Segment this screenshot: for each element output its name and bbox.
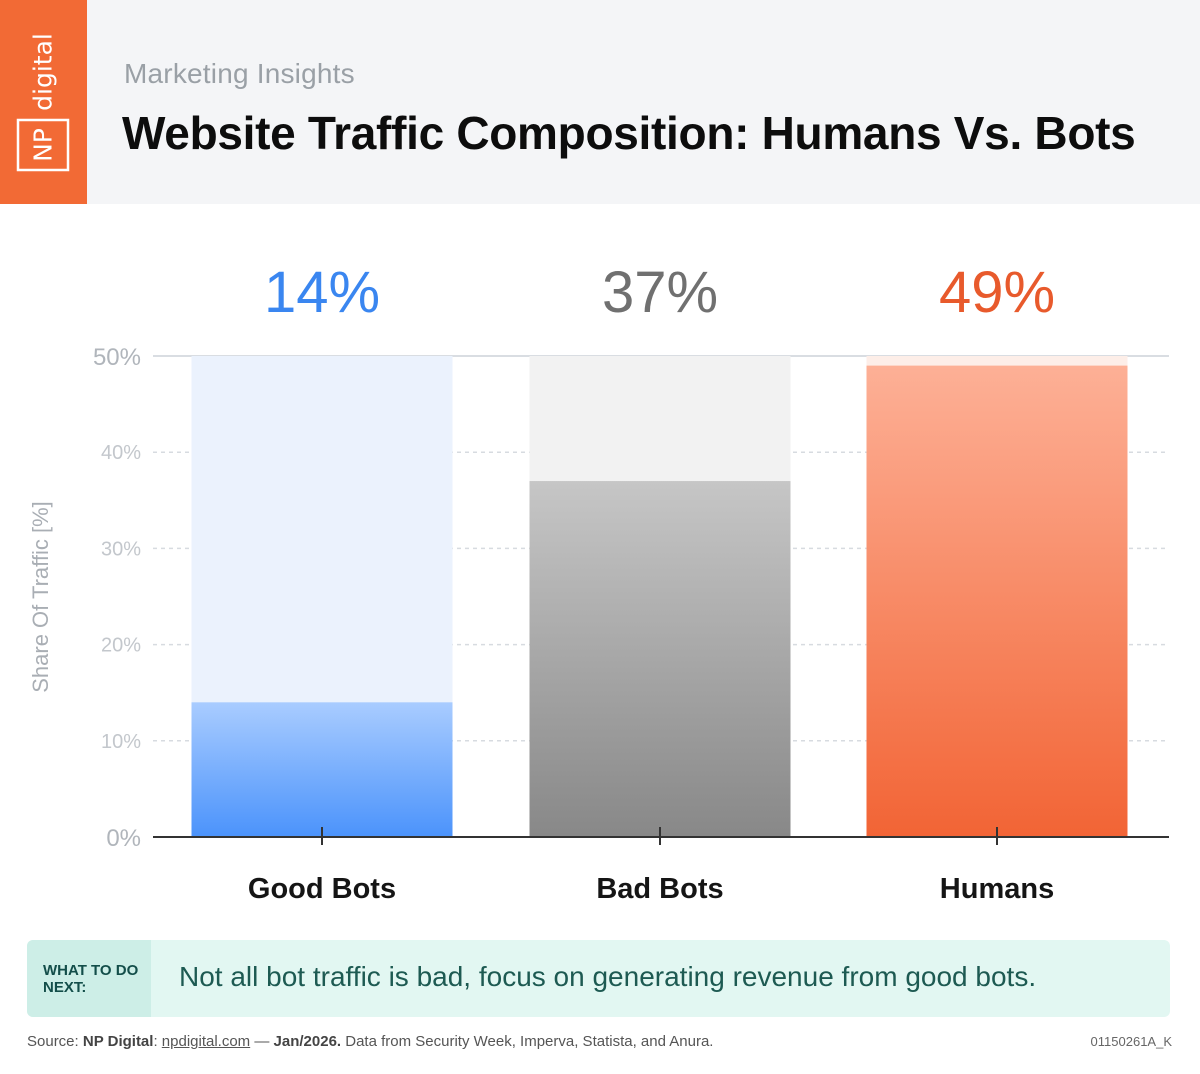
source-rest: Data from Security Week, Imperva, Statis…: [341, 1033, 714, 1050]
bar: [191, 702, 453, 837]
callout: WHAT TO DO NEXT: Not all bot traffic is …: [27, 940, 1170, 1017]
source-sep-2: —: [250, 1033, 274, 1050]
source-prefix: Source:: [27, 1033, 83, 1050]
np-digital-logo: NP digital: [16, 33, 70, 172]
y-tick-label: 10%: [101, 731, 141, 753]
x-tick-label: Good Bots: [248, 873, 396, 905]
x-tick-label: Bad Bots: [596, 873, 723, 905]
bar-layer: [191, 365, 1128, 837]
y-tick-label: 0%: [106, 825, 141, 852]
axis-layer: [153, 827, 1169, 845]
svg-text:NP: NP: [29, 128, 58, 162]
bar: [529, 481, 791, 837]
bar-chart: 0% 10% 20% 30% 40% 50% Share Of Traffic [%] 14%…: [28, 260, 1169, 905]
svg-text:digital: digital: [29, 33, 58, 111]
bar-value-label: 49%: [939, 260, 1055, 325]
source-org: NP Digital: [82, 1033, 154, 1050]
source-line: Source: NP Digital: npdigital.com — Jan/…: [27, 1033, 713, 1050]
kicker: Marketing Insights: [124, 58, 355, 89]
brand-panel: NP digital: [0, 0, 87, 204]
y-tick-label: 30%: [101, 538, 141, 560]
source-sep-1: :: [153, 1033, 162, 1050]
label-layer: 0% 10% 20% 30% 40% 50% Share Of Traffic [%] 14%…: [28, 260, 1055, 905]
page-title: Website Traffic Composition: Humans Vs. …: [122, 107, 1136, 159]
y-tick-label: 20%: [101, 635, 141, 657]
graphic-code: 01150261A_K: [1090, 1034, 1172, 1049]
callout-tag: WHAT TO DO NEXT:: [27, 940, 151, 1017]
source-date: Jan/2026.: [273, 1033, 342, 1050]
callout-tag-text: WHAT TO DO NEXT:: [43, 962, 139, 996]
bar: [866, 365, 1128, 837]
y-axis-label: Share Of Traffic [%]: [28, 501, 53, 693]
source-link[interactable]: npdigital.com: [161, 1033, 251, 1050]
y-tick-label: 40%: [101, 442, 141, 464]
bar-value-label: 37%: [602, 260, 718, 325]
x-tick-label: Humans: [940, 873, 1054, 905]
bar-value-label: 14%: [264, 260, 380, 325]
y-tick-label: 50%: [93, 344, 141, 371]
callout-text: Not all bot traffic is bad, focus on gen…: [179, 961, 1037, 992]
header: NP digital Marketing Insights Website Tr…: [0, 0, 1200, 204]
